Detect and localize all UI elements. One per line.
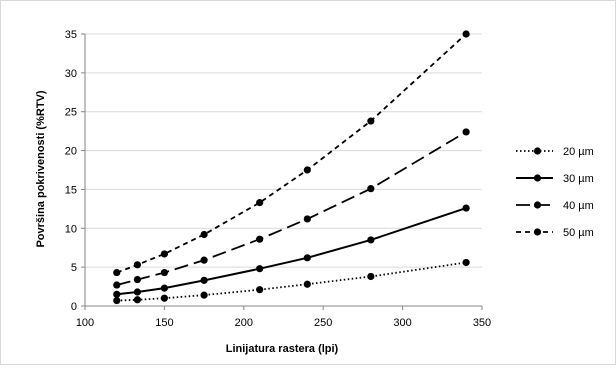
legend-label-1: 20 µm — [563, 146, 594, 158]
legend: 20 µm 30 µm 40 µm 50 µm — [516, 146, 594, 239]
data-point-s3-8 — [462, 128, 470, 136]
legend-label-3: 40 µm — [563, 200, 594, 212]
legend-marker-2 — [533, 174, 542, 182]
data-point-s4-7 — [367, 117, 375, 125]
data-point-s3-2 — [133, 275, 142, 284]
data-point-s1-5 — [256, 286, 264, 294]
data-point-s2-8 — [462, 204, 470, 212]
x-tick-label-250: 250 — [314, 317, 332, 329]
data-point-s1-1 — [113, 296, 121, 305]
x-axis-title: Linijatura rastera (lpi) — [226, 343, 339, 355]
series-line-4 — [116, 33, 467, 274]
x-tick-label-300: 300 — [393, 317, 411, 329]
legend-marker-3 — [533, 201, 542, 209]
data-point-s2-5 — [256, 265, 264, 273]
data-point-s3-7 — [367, 185, 375, 193]
legend-label-2: 30 µm — [563, 173, 594, 185]
data-point-s1-8 — [462, 258, 470, 267]
series-line-2 — [116, 207, 467, 296]
data-point-s2-3 — [160, 284, 168, 292]
y-tick-label-20: 20 — [65, 146, 77, 158]
x-tick-label-150: 150 — [155, 317, 173, 329]
data-point-s4-8 — [462, 30, 470, 38]
y-tick-label-15: 15 — [65, 184, 77, 196]
y-tick-label-0: 0 — [71, 301, 77, 313]
data-point-s4-2 — [133, 261, 142, 269]
data-point-s4-1 — [113, 268, 121, 277]
axes — [81, 33, 483, 310]
data-point-s1-7 — [367, 272, 375, 281]
x-tick-label-200: 200 — [235, 317, 253, 329]
data-point-s4-3 — [160, 250, 168, 258]
y-tick-label-25: 25 — [65, 107, 77, 119]
data-point-s3-1 — [113, 281, 121, 289]
series-line-1 — [116, 261, 467, 302]
data-point-s2-7 — [367, 236, 375, 244]
data-point-s4-6 — [303, 166, 311, 174]
data-point-s2-6 — [303, 254, 311, 262]
data-point-s1-6 — [303, 280, 311, 288]
series-line-3 — [116, 131, 467, 286]
data-point-s3-5 — [256, 235, 264, 243]
data-point-s2-1 — [113, 290, 121, 298]
data-point-s1-4 — [200, 291, 208, 299]
data-point-s1-2 — [133, 296, 142, 304]
y-tick-label-10: 10 — [65, 223, 77, 235]
data-point-s2-4 — [200, 276, 208, 284]
x-tick-label-350: 350 — [473, 317, 491, 329]
data-point-s3-6 — [303, 215, 311, 223]
data-point-s2-2 — [133, 288, 142, 296]
data-point-s3-4 — [200, 256, 208, 264]
data-point-s4-5 — [256, 199, 264, 207]
legend-marker-4 — [533, 228, 542, 236]
y-tick-label-30: 30 — [65, 68, 77, 80]
series-lines — [113, 30, 470, 305]
y-axis-title: Površina pokrivenosti (%RTV) — [35, 90, 47, 247]
y-tick-label-5: 5 — [71, 262, 77, 274]
tick-labels: 0 5 10 15 20 25 30 35 100 150 200 250 300 350 — [65, 29, 491, 329]
x-tick-label-100: 100 — [76, 317, 94, 329]
data-point-s3-3 — [160, 268, 168, 277]
legend-marker-1 — [533, 147, 542, 155]
data-point-s4-4 — [200, 230, 208, 239]
data-point-s1-3 — [160, 294, 168, 302]
y-tick-label-35: 35 — [65, 29, 77, 41]
grid-lines — [85, 33, 482, 268]
legend-label-4: 50 µm — [563, 227, 594, 239]
